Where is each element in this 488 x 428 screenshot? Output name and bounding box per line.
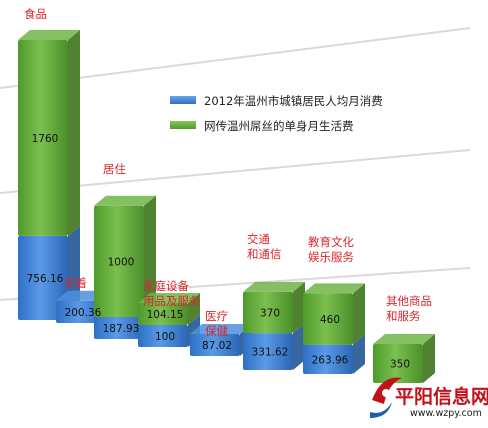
- logo-mark-icon: [370, 377, 402, 418]
- data-label-series-1: 187.93: [103, 323, 140, 335]
- legend-swatch-series-2: [170, 121, 196, 129]
- category-label: 衣着: [64, 276, 87, 290]
- data-label-series-2: 1000: [108, 256, 135, 268]
- bar-segment-series-2: [303, 283, 365, 345]
- data-label-series-1: 263.96: [312, 354, 349, 366]
- legend-label-series-1: 2012年温州市城镇居民人均月消费: [204, 94, 383, 108]
- data-label-series-2: 460: [320, 314, 340, 326]
- data-label-series-1: 331.62: [252, 347, 289, 359]
- watermark-url: www.wzpy.com: [410, 408, 482, 419]
- category-label: 交通和通信: [247, 232, 282, 261]
- category-label: 居住: [103, 162, 126, 176]
- bar-segment-series-1: [303, 334, 365, 374]
- category-label: 教育文化娱乐服务: [308, 235, 354, 264]
- category-label: 家庭设备用品及服务: [143, 279, 201, 308]
- bar-segment-series-2: [138, 293, 200, 325]
- bar-segment-series-2: [373, 334, 435, 383]
- data-label-series-2: 104.15: [147, 309, 184, 321]
- data-label-series-1: 200.36: [65, 307, 102, 319]
- bar-segment-series-2: [18, 29, 80, 236]
- data-label-series-1: 756.16: [27, 273, 64, 285]
- watermark-logo: 平阳信息网 www.wzpy.com: [370, 377, 488, 419]
- bars-layer: [18, 29, 435, 383]
- category-label: 食品: [24, 7, 47, 21]
- bar-segment-series-2: [94, 195, 156, 317]
- legend-label-series-2: 网传温州屌丝的单身月生活费: [204, 119, 354, 133]
- category-label: 医疗保健: [205, 309, 228, 338]
- data-label-series-1: 100: [155, 331, 175, 343]
- data-label-series-2: 350: [390, 359, 410, 371]
- data-label-series-2: 1760: [32, 133, 59, 145]
- legend: 2012年温州市城镇居民人均月消费 网传温州屌丝的单身月生活费: [170, 94, 383, 133]
- category-label: 其他商品和服务: [386, 294, 432, 323]
- legend-swatch-series-1: [170, 96, 196, 104]
- bar-segment-series-1: [243, 323, 305, 370]
- bar-segment-series-2: [243, 281, 305, 334]
- watermark-name: 平阳信息网: [395, 385, 488, 408]
- data-label-series-2: 370: [260, 308, 280, 320]
- data-label-series-1: 87.02: [202, 340, 232, 352]
